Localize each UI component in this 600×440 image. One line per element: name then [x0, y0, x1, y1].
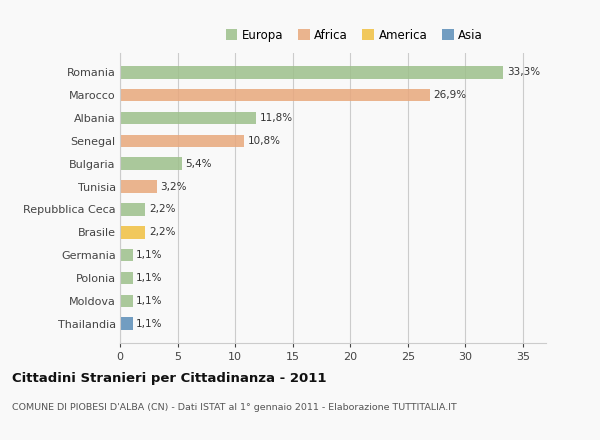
Text: 5,4%: 5,4%	[185, 159, 212, 169]
Text: 1,1%: 1,1%	[136, 273, 163, 283]
Text: 1,1%: 1,1%	[136, 296, 163, 306]
Bar	[120, 203, 145, 216]
Text: 1,1%: 1,1%	[136, 319, 163, 329]
Text: 3,2%: 3,2%	[160, 182, 187, 191]
Legend: Europa, Africa, America, Asia: Europa, Africa, America, Asia	[221, 24, 488, 46]
Bar	[120, 158, 182, 170]
Text: 26,9%: 26,9%	[433, 90, 466, 100]
Text: Cittadini Stranieri per Cittadinanza - 2011: Cittadini Stranieri per Cittadinanza - 2…	[12, 372, 326, 385]
Bar	[120, 226, 145, 238]
Text: COMUNE DI PIOBESI D'ALBA (CN) - Dati ISTAT al 1° gennaio 2011 - Elaborazione TUT: COMUNE DI PIOBESI D'ALBA (CN) - Dati IST…	[12, 403, 457, 411]
Text: 2,2%: 2,2%	[149, 205, 175, 214]
Bar	[120, 294, 133, 307]
Text: 11,8%: 11,8%	[259, 113, 292, 123]
Bar	[120, 180, 157, 193]
Text: 33,3%: 33,3%	[507, 67, 540, 77]
Bar	[120, 249, 133, 261]
Bar	[120, 66, 503, 79]
Bar	[120, 89, 430, 102]
Text: 10,8%: 10,8%	[248, 136, 281, 146]
Text: 2,2%: 2,2%	[149, 227, 175, 237]
Bar	[120, 112, 256, 124]
Bar	[120, 272, 133, 284]
Bar	[120, 317, 133, 330]
Text: 1,1%: 1,1%	[136, 250, 163, 260]
Bar	[120, 135, 244, 147]
